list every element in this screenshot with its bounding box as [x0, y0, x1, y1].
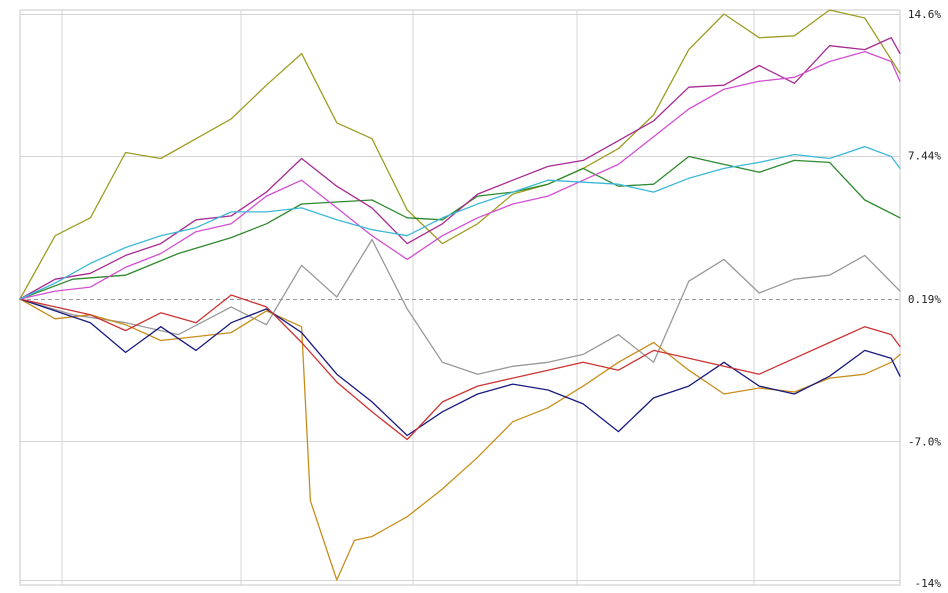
y-tick-label-4: -7.0%	[908, 435, 941, 448]
series-line-6	[19, 155, 901, 300]
series-line-8	[19, 50, 901, 300]
y-axis-tick-labels: 14.6% 7.44% 0.19% -7.0% -14%	[908, 8, 941, 590]
y-tick-label-1: 14.6%	[908, 8, 941, 21]
y-tick-label-5: -14%	[915, 577, 942, 590]
series-lines	[19, 9, 901, 581]
y-tick-label-3: 0.19%	[908, 293, 941, 306]
series-line-2	[19, 9, 901, 300]
series-line-9	[19, 145, 901, 300]
series-line-4	[19, 298, 901, 437]
grid-lines	[20, 10, 900, 585]
series-line-1	[19, 238, 901, 375]
series-line-5	[19, 294, 901, 441]
series-line-7	[19, 37, 901, 300]
y-tick-label-2: 7.44%	[908, 150, 941, 163]
plot-frame	[19, 9, 901, 586]
